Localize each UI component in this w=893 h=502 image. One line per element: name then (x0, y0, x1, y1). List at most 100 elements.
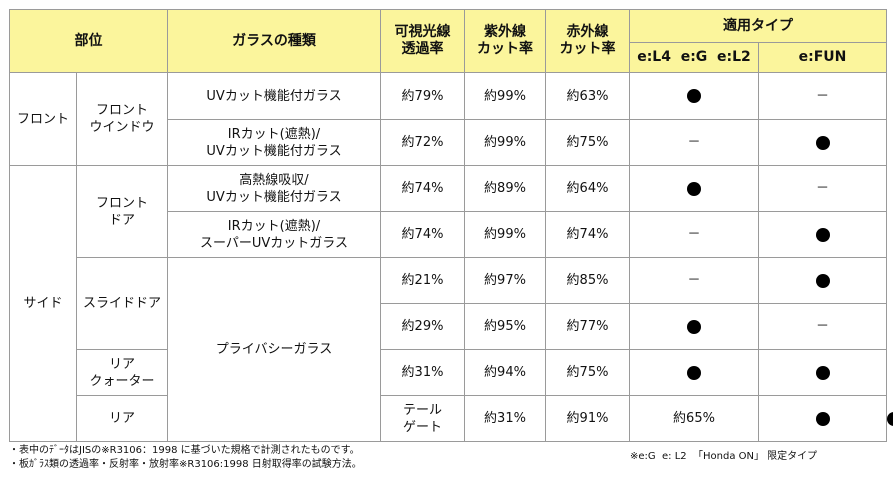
header-ir-line1: 赤外線 (566, 24, 609, 40)
cell-type-b (758, 257, 887, 304)
part-rear-quarter-line1: リア (108, 356, 135, 372)
header-ir-line2: カット率 (559, 41, 616, 57)
applicable-dot-icon (815, 227, 830, 242)
cell-type-a (758, 395, 887, 442)
applicable-dot-icon (815, 365, 830, 380)
header-visible-line1: 可視光線 (394, 24, 451, 40)
footnotes: ・表中のﾃﾞｰﾀはJISの※R3106：1998 に基づいた規格で計測されたもの… (9, 444, 362, 472)
part-front-window-line1: フロント (95, 103, 148, 118)
cell-visible: 約74% (380, 165, 465, 212)
not-applicable-dash: － (687, 227, 701, 242)
applicable-dot-icon (815, 411, 830, 426)
cell-type-a (629, 165, 759, 212)
cell-ir: 約77% (545, 303, 630, 350)
header-glass-type: ガラスの種類 (167, 9, 381, 73)
header-visible: 可視光線 透過率 (380, 9, 465, 73)
glass-line1: 高熱線吸収/ (239, 172, 309, 188)
glass-ir-super-uv: IRカット(遮熱)/スーパーUVカットガラス (167, 211, 381, 258)
header-type-a: e:L4 e:G e:L2 (629, 42, 759, 73)
cell-type-a (629, 349, 759, 396)
glass-heat-absorb: 高熱線吸収/UVカット機能付ガラス (167, 165, 381, 212)
not-applicable-dash: － (815, 319, 829, 334)
cell-ir: 約64% (545, 165, 630, 212)
cell-type-a (629, 303, 759, 350)
footnote-2: ・板ｶﾞﾗｽ類の透過率・反射率・放射率※R3106:1998 日射取得率の試験方… (9, 459, 362, 470)
applicable-dot-icon (887, 411, 893, 426)
cell-type-a: － (629, 257, 759, 304)
part-tailgate: テール ゲート (380, 395, 465, 442)
part-front-door-line2: ドア (108, 212, 135, 228)
cell-type-b (758, 349, 887, 396)
cell-ir: 約74% (545, 211, 630, 258)
spec-table-container: 部位 ガラスの種類 可視光線 透過率 紫外線 カット率 赤外線 カット率 適用タイプ … (9, 9, 893, 442)
header-uv-line2: カット率 (477, 41, 533, 57)
header-part: 部位 (9, 9, 168, 73)
part-front-window: フロント ウインドウ (76, 72, 168, 166)
not-applicable-dash: － (815, 88, 829, 104)
glass-uv-cut: UVカット機能付ガラス (167, 72, 381, 120)
cell-type-b: － (758, 303, 887, 350)
glass-line2: UVカット機能付ガラス (206, 143, 342, 159)
glass-line1: IRカット(遮熱)/ (227, 218, 321, 234)
footnote-1: ・表中のﾃﾞｰﾀはJISの※R3106：1998 に基づいた規格で計測されたもの… (9, 445, 360, 456)
part-rear-quarter-line2: クォーター (89, 373, 155, 389)
header-ir: 赤外線 カット率 (545, 9, 630, 73)
cell-visible: 約31% (464, 395, 546, 442)
header-uv: 紫外線 カット率 (464, 9, 546, 73)
glass-privacy: プライバシーガラス (167, 257, 381, 442)
cell-type-b: － (758, 165, 887, 212)
cell-type-a: － (629, 211, 759, 258)
cell-ir: 約65% (629, 395, 759, 442)
part-slide-door: スライドドア (76, 257, 168, 350)
cell-ir: 約63% (545, 72, 630, 120)
applicable-dot-icon (687, 319, 701, 334)
cell-uv: 約91% (545, 395, 630, 442)
cell-type-b (758, 119, 887, 166)
cell-visible: 約79% (380, 72, 465, 120)
group-front: フロント (9, 72, 77, 166)
part-tailgate-line2: ゲート (402, 419, 442, 435)
cell-uv: 約99% (464, 72, 546, 120)
header-uv-line1: 紫外線 (484, 24, 526, 40)
cell-type-a (629, 72, 759, 120)
part-front-door-line1: フロント (95, 195, 148, 211)
glass-line1: IRカット(遮熱)/ (227, 126, 321, 142)
cell-visible: 約31% (380, 349, 465, 396)
cell-type-b: － (758, 72, 887, 120)
applicable-dot-icon (815, 135, 830, 150)
cell-uv: 約95% (464, 303, 546, 350)
header-type-b: e:FUN (758, 42, 887, 73)
not-applicable-dash: － (687, 135, 701, 150)
cell-visible: 約21% (380, 257, 465, 304)
cell-visible: 約74% (380, 211, 465, 258)
applicable-dot-icon (687, 181, 701, 196)
cell-ir: 約75% (545, 119, 630, 166)
part-front-window-line2: ウインドウ (89, 120, 155, 135)
cell-uv: 約97% (464, 257, 546, 304)
part-rear-quarter: リア クォーター (76, 349, 168, 396)
header-visible-line2: 透過率 (401, 41, 444, 57)
cell-ir: 約85% (545, 257, 630, 304)
cell-type-b (758, 211, 887, 258)
glass-spec-table: 部位 ガラスの種類 可視光線 透過率 紫外線 カット率 赤外線 カット率 適用タイプ … (9, 9, 893, 442)
cell-uv: 約94% (464, 349, 546, 396)
cell-uv: 約99% (464, 211, 546, 258)
applicable-dot-icon (687, 365, 701, 380)
cell-type-a: － (629, 119, 759, 166)
type-limit-note: ※e:G e: L2 「Honda ON」 限定タイプ (630, 451, 818, 462)
header-applicable: 適用タイプ (629, 9, 887, 43)
glass-ir-uv-cut: IRカット(遮熱)/UVカット機能付ガラス (167, 119, 381, 166)
not-applicable-dash: － (687, 273, 701, 288)
part-tailgate-line1: テール (402, 402, 442, 418)
cell-uv: 約89% (464, 165, 546, 212)
cell-visible: 約29% (380, 303, 465, 350)
glass-line2: スーパーUVカットガラス (199, 235, 349, 251)
cell-visible: 約72% (380, 119, 465, 166)
applicable-dot-icon (815, 273, 830, 288)
glass-line2: UVカット機能付ガラス (206, 189, 342, 205)
applicable-dot-icon (687, 89, 701, 103)
part-front-door: フロント ドア (76, 165, 168, 258)
not-applicable-dash: － (815, 181, 829, 196)
group-rear: リア (76, 395, 168, 442)
cell-uv: 約99% (464, 119, 546, 166)
